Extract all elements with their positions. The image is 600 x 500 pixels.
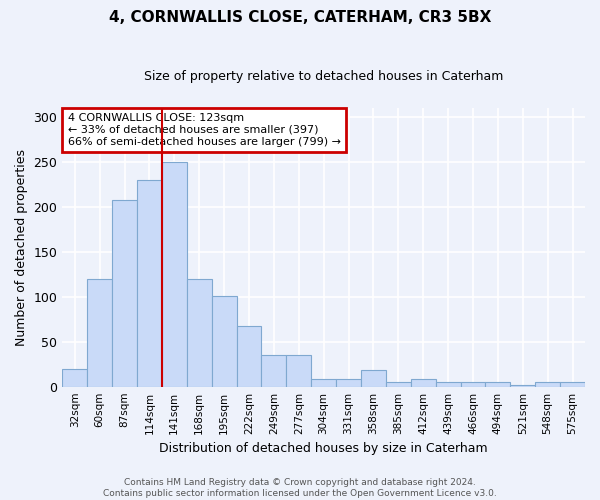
Bar — [112, 200, 137, 386]
Bar — [386, 382, 411, 386]
Bar — [87, 278, 112, 386]
Bar — [187, 278, 212, 386]
Bar — [137, 180, 162, 386]
Bar — [535, 382, 560, 386]
Bar — [286, 355, 311, 386]
Text: Contains HM Land Registry data © Crown copyright and database right 2024.
Contai: Contains HM Land Registry data © Crown c… — [103, 478, 497, 498]
Bar — [485, 382, 511, 386]
Bar — [236, 326, 262, 386]
Text: 4, CORNWALLIS CLOSE, CATERHAM, CR3 5BX: 4, CORNWALLIS CLOSE, CATERHAM, CR3 5BX — [109, 10, 491, 25]
Bar — [311, 380, 336, 386]
Bar — [461, 382, 485, 386]
Y-axis label: Number of detached properties: Number of detached properties — [15, 148, 28, 346]
Bar — [336, 380, 361, 386]
Text: 4 CORNWALLIS CLOSE: 123sqm
← 33% of detached houses are smaller (397)
66% of sem: 4 CORNWALLIS CLOSE: 123sqm ← 33% of deta… — [68, 114, 341, 146]
Title: Size of property relative to detached houses in Caterham: Size of property relative to detached ho… — [144, 70, 503, 83]
Bar — [62, 368, 87, 386]
Bar — [162, 162, 187, 386]
Bar — [511, 385, 535, 386]
Bar — [560, 382, 585, 386]
Bar — [411, 380, 436, 386]
X-axis label: Distribution of detached houses by size in Caterham: Distribution of detached houses by size … — [160, 442, 488, 455]
Bar — [361, 370, 386, 386]
Bar — [212, 296, 236, 386]
Bar — [262, 355, 286, 386]
Bar — [436, 382, 461, 386]
